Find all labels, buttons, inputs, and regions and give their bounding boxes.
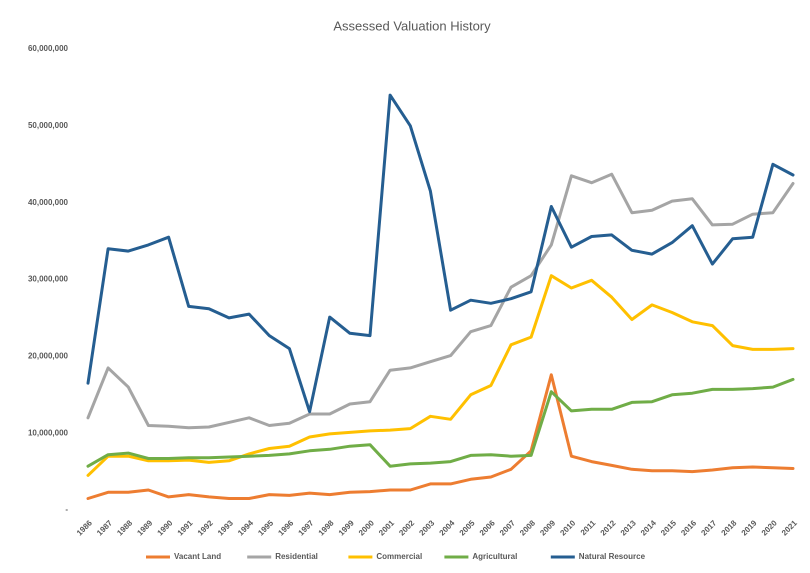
legend-label: Vacant Land bbox=[174, 552, 221, 561]
y-tick-label: - bbox=[65, 505, 68, 514]
x-tick-label: 2018 bbox=[720, 518, 739, 537]
x-tick-label: 2015 bbox=[659, 518, 678, 537]
x-tick-label: 1988 bbox=[115, 518, 134, 537]
x-tick-label: 2014 bbox=[639, 518, 658, 537]
x-tick-label: 1995 bbox=[256, 518, 275, 537]
y-tick-label: 40,000,000 bbox=[28, 198, 69, 207]
x-tick-label: 2003 bbox=[417, 518, 436, 537]
x-tick-label: 2002 bbox=[397, 518, 416, 537]
y-tick-label: 30,000,000 bbox=[28, 275, 69, 284]
x-tick-label: 2013 bbox=[619, 518, 638, 537]
y-tick-label: 10,000,000 bbox=[28, 428, 69, 437]
series-line bbox=[86, 274, 795, 477]
x-tick-label: 1996 bbox=[276, 518, 295, 537]
x-tick-label: 1999 bbox=[337, 518, 356, 537]
x-tick-label: 2000 bbox=[357, 518, 376, 537]
y-tick-label: 50,000,000 bbox=[28, 121, 69, 130]
x-tick-label: 1991 bbox=[176, 518, 195, 537]
x-tick-label: 2010 bbox=[558, 518, 577, 537]
x-tick-label: 1998 bbox=[317, 518, 336, 537]
x-tick-label: 2021 bbox=[780, 518, 799, 537]
y-tick-label: 60,000,000 bbox=[28, 44, 69, 53]
legend-label: Agricultural bbox=[472, 552, 517, 561]
x-tick-label: 2017 bbox=[699, 518, 718, 537]
y-tick-label: 20,000,000 bbox=[28, 351, 69, 360]
x-tick-label: 2011 bbox=[579, 518, 598, 537]
x-tick-label: 2001 bbox=[377, 518, 396, 537]
x-tick-label: 2005 bbox=[458, 518, 477, 537]
series-line bbox=[86, 93, 795, 414]
x-tick-label: 1992 bbox=[196, 518, 215, 537]
legend-label: Residential bbox=[275, 552, 318, 561]
series-line bbox=[86, 373, 795, 500]
x-tick-label: 2016 bbox=[679, 518, 698, 537]
x-tick-label: 1986 bbox=[75, 518, 94, 537]
legend-label: Commercial bbox=[376, 552, 422, 561]
chart-title: Assessed Valuation History bbox=[333, 18, 491, 33]
x-tick-label: 2006 bbox=[478, 518, 497, 537]
x-tick-label: 2012 bbox=[599, 518, 618, 537]
x-tick-label: 2008 bbox=[518, 518, 537, 537]
x-tick-label: 1989 bbox=[135, 518, 154, 537]
x-tick-label: 2019 bbox=[740, 518, 759, 537]
x-tick-label: 1993 bbox=[216, 518, 235, 537]
series-line bbox=[86, 377, 795, 468]
series-line bbox=[86, 172, 795, 430]
x-tick-label: 2009 bbox=[538, 518, 557, 537]
x-tick-label: 1994 bbox=[236, 518, 255, 537]
x-tick-label: 2020 bbox=[760, 518, 779, 537]
x-tick-label: 2007 bbox=[498, 518, 517, 537]
x-tick-label: 1990 bbox=[156, 518, 175, 537]
x-tick-label: 1987 bbox=[95, 518, 114, 537]
legend-label: Natural Resource bbox=[579, 552, 646, 561]
x-tick-label: 2004 bbox=[438, 518, 457, 537]
x-tick-label: 1997 bbox=[297, 518, 316, 537]
